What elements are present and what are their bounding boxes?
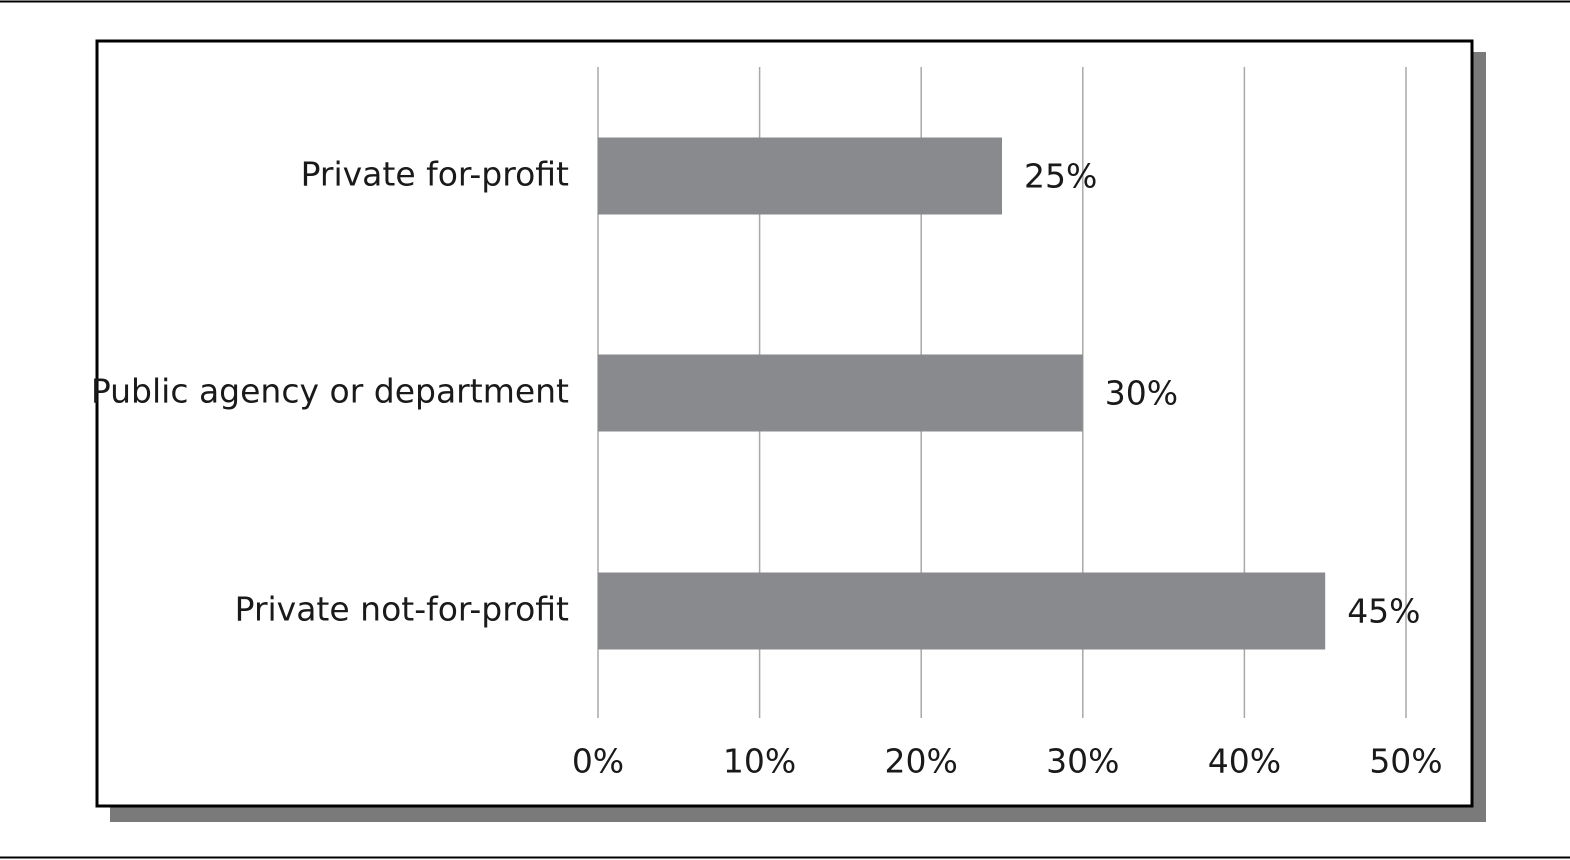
value-label: 45%	[1347, 592, 1420, 631]
x-tick-label: 10%	[723, 742, 796, 781]
bar	[598, 137, 1002, 215]
category-label: Private not-for-profit	[235, 590, 569, 629]
value-label: 30%	[1105, 374, 1178, 413]
x-tick-label: 0%	[572, 742, 624, 781]
bar	[598, 572, 1326, 650]
category-label: Private for-profit	[301, 155, 569, 194]
x-tick-label: 20%	[885, 742, 958, 781]
category-label: Public agency or department	[91, 372, 569, 411]
plot-area: 0% 10% 20% 30% 40% 50% Private for-profit 25% Pu…	[91, 67, 1443, 781]
x-tick-label: 50%	[1369, 742, 1442, 781]
x-tick-label: 40%	[1208, 742, 1281, 781]
bar	[598, 354, 1083, 432]
value-label: 25%	[1024, 157, 1097, 196]
x-tick-label: 30%	[1046, 742, 1119, 781]
